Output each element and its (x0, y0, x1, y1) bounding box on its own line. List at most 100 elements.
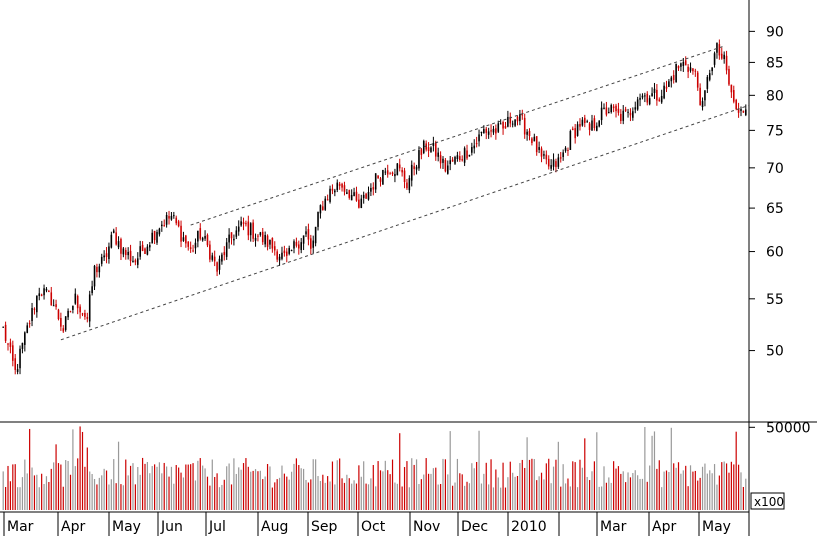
volume-bar (240, 469, 242, 510)
volume-bar (562, 464, 564, 510)
candle-body (396, 163, 399, 176)
volume-bar (709, 470, 711, 510)
candle-body (620, 113, 622, 122)
candle-body (406, 182, 408, 189)
volume-bar (139, 474, 141, 510)
candle-body (67, 310, 69, 318)
volume-bar (625, 482, 627, 510)
candle-body (564, 147, 567, 151)
candle-body (413, 166, 415, 169)
volume-bar (605, 482, 608, 510)
candle-body (228, 234, 230, 243)
volume-bar (65, 460, 67, 510)
volume-bar (536, 480, 538, 510)
month-label: Apr (61, 519, 85, 535)
candle-body (115, 232, 117, 245)
candle-body (708, 73, 711, 80)
volume-bar (327, 476, 329, 510)
volume-bar (266, 464, 269, 510)
candle-body (672, 75, 675, 81)
candle-body (545, 154, 548, 160)
volume-bar (716, 484, 718, 510)
candle-body (7, 343, 9, 345)
candle-body (579, 123, 581, 127)
candle-body (480, 131, 483, 133)
candle-body (175, 217, 178, 224)
volume-bar (687, 486, 689, 510)
volume-bar (36, 474, 38, 510)
candle-body (12, 345, 14, 361)
candle-body (218, 258, 221, 270)
price-tick-label: 65 (766, 201, 784, 217)
candle-body (490, 130, 492, 132)
candle-body (415, 166, 418, 170)
volume-bar (98, 477, 100, 510)
candle-body (100, 256, 103, 264)
candle-body (540, 148, 543, 157)
volume-bar (437, 484, 439, 510)
volume-bar (122, 485, 124, 510)
volume-bar (581, 467, 583, 510)
volume-bar (230, 484, 233, 510)
volume-bar (596, 432, 598, 510)
candle-body (33, 308, 36, 310)
candle-body (310, 238, 312, 249)
volume-bar (697, 480, 699, 510)
candle-body (136, 258, 139, 265)
candle-body (343, 185, 346, 192)
volume-bar (639, 478, 641, 510)
candle-body (648, 98, 651, 105)
volume-bar (418, 484, 420, 510)
candle-body (50, 292, 53, 306)
candle-body (627, 111, 629, 113)
volume-bar (69, 474, 72, 510)
candle-body (55, 304, 57, 308)
candle-body (21, 342, 24, 349)
candle-body (148, 245, 151, 248)
candle-body (69, 311, 72, 313)
volume-bar (24, 459, 26, 510)
volume-bar (680, 473, 682, 510)
candle-body (105, 253, 108, 257)
candle-body (276, 251, 278, 260)
volume-bar (524, 467, 526, 510)
candle-body (511, 123, 514, 125)
volume-bar (675, 467, 677, 510)
volume-bar (377, 461, 379, 510)
volume-bar (497, 477, 499, 510)
price-tick-label: 70 (766, 161, 784, 177)
volume-bar (442, 458, 444, 510)
volume-bar (96, 484, 98, 510)
volume-bar (514, 476, 516, 510)
candle-body (485, 128, 488, 133)
candle-body (324, 198, 327, 210)
volume-bar (711, 473, 713, 510)
volume-bar (603, 466, 605, 510)
candle-body (718, 44, 721, 56)
candle-body (446, 165, 449, 174)
volume-bar (182, 477, 185, 510)
volume-bar (480, 483, 483, 510)
candle-body (552, 159, 555, 167)
volume-bar (163, 462, 165, 510)
candle-body (168, 216, 170, 219)
candle-body (557, 157, 560, 167)
volume-bar (507, 477, 509, 510)
candle-body (192, 250, 194, 252)
volume-bar (725, 463, 728, 510)
volume-bar (488, 484, 490, 510)
volume-bar (346, 474, 348, 510)
month-label: May (702, 519, 731, 535)
candle-body (213, 256, 216, 262)
volume-bar (699, 477, 701, 510)
candle-body (744, 109, 747, 116)
candle-body (701, 101, 704, 108)
volume-bar (307, 482, 310, 510)
volume-bar (202, 465, 204, 510)
volume-bar (391, 459, 394, 510)
volume-bar (144, 463, 146, 510)
volume-bar (355, 483, 358, 510)
candle-body (204, 236, 206, 239)
volume-bar (579, 459, 581, 510)
candle-body (139, 246, 141, 257)
